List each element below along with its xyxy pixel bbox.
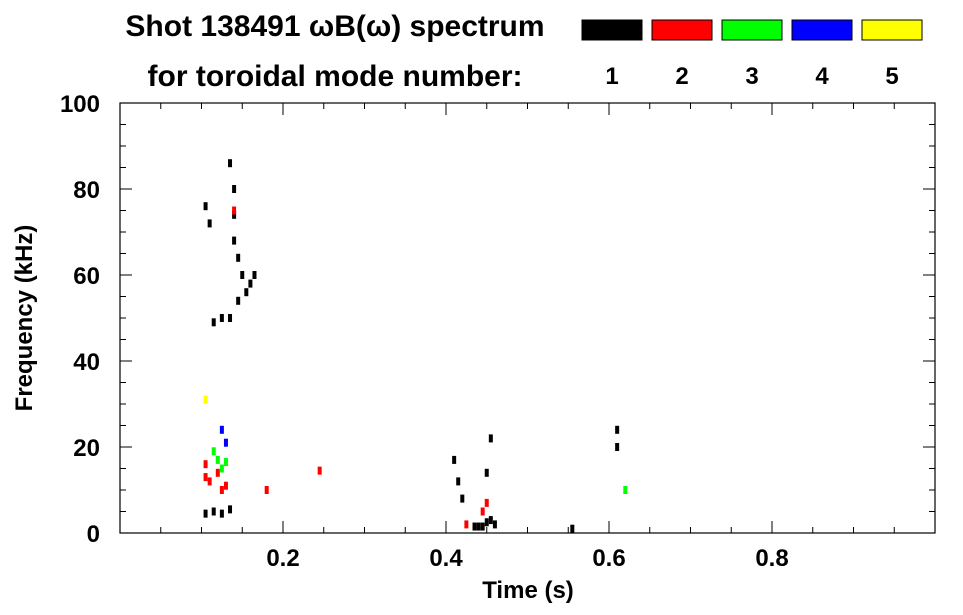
mode-1-point-19	[452, 455, 457, 464]
mode-1-point-24	[480, 522, 485, 531]
y-tick-label: 40	[73, 349, 100, 376]
mode-2-point-2	[207, 477, 212, 486]
legend-label-mode-5: 5	[885, 63, 898, 90]
legend-swatch-mode-3	[721, 19, 783, 41]
mode-1-point-13	[248, 279, 253, 288]
mode-2-point-11	[484, 498, 489, 507]
mode-1-point-14	[252, 271, 257, 279]
chart-title-line2: for toroidal mode number:	[148, 60, 523, 93]
mode-1-point-28	[488, 434, 493, 443]
legend-swatch-mode-1	[581, 19, 643, 41]
plot-data-layer	[203, 159, 628, 533]
mode-1-point-4	[232, 210, 237, 219]
mode-3-point-0	[211, 447, 216, 456]
mode-2-point-10	[480, 507, 485, 516]
x-tick-label: 0.4	[429, 545, 463, 572]
mode-1-point-26	[488, 516, 493, 525]
mode-1-point-27	[492, 520, 497, 529]
y-tick-label: 80	[73, 177, 100, 204]
mode-1-point-25	[484, 518, 489, 527]
mode-1-point-3	[232, 185, 237, 193]
mode-2-point-5	[223, 481, 228, 490]
x-axis-label: Time (s)	[482, 577, 574, 604]
mode-1-point-20	[456, 477, 461, 486]
mode-1-point-11	[219, 314, 224, 322]
legend-swatch-mode-2	[651, 19, 713, 41]
mode-2-point-0	[203, 473, 208, 482]
y-tick-labels: 0 20 40 60 80 100	[60, 91, 100, 548]
legend-label-mode-1: 1	[605, 63, 618, 90]
mode-2-point-8	[317, 466, 322, 475]
legend: 1 2 3 4 5	[581, 19, 923, 90]
mode-1-point-21	[460, 494, 465, 503]
mode-1-point-31	[615, 425, 620, 434]
mode-1-point-1	[207, 219, 212, 228]
mode-1-point-12	[211, 318, 216, 327]
mode-5-point-0	[203, 395, 208, 404]
y-tick-label: 100	[60, 91, 100, 118]
mode-1-point-30	[570, 524, 575, 533]
mode-3-point-3	[223, 458, 228, 467]
y-tick-label: 0	[87, 521, 100, 548]
y-tick-label: 60	[73, 263, 100, 290]
mode-3-point-2	[219, 464, 224, 473]
mode-2-point-4	[219, 486, 224, 494]
mode-3-point-4	[623, 486, 628, 494]
mode-1-point-17	[219, 509, 224, 518]
chart-title-line1: Shot 138491 ωB(ω) spectrum	[125, 10, 544, 43]
mode-1-point-2	[228, 159, 233, 168]
legend-swatch-mode-5	[861, 19, 923, 41]
mode-1-point-18	[228, 505, 233, 514]
legend-label-mode-3: 3	[745, 63, 758, 90]
x-tick-label: 0.6	[592, 545, 625, 572]
mode-1-point-16	[211, 507, 216, 516]
mode-1-point-7	[240, 271, 245, 279]
mode-2-point-6	[232, 206, 237, 215]
y-tick-label: 20	[73, 435, 100, 462]
mode-4-point-1	[223, 438, 228, 447]
legend-label-mode-2: 2	[675, 63, 688, 90]
legend-swatch-mode-4	[791, 19, 853, 41]
mode-1-point-9	[236, 296, 241, 305]
mode-1-point-0	[203, 202, 208, 211]
mode-4-point-0	[219, 425, 224, 434]
mode-2-point-3	[215, 468, 220, 477]
mode-1-point-8	[244, 288, 249, 297]
mode-1-point-29	[484, 468, 489, 477]
x-tick-labels: 0.2 0.4 0.6 0.8	[266, 545, 788, 572]
x-tick-label: 0.8	[755, 545, 788, 572]
mode-1-point-22	[472, 522, 477, 531]
mode-1-point-6	[236, 253, 241, 262]
axis-ticks	[120, 102, 935, 534]
plot-frame	[119, 102, 936, 534]
x-tick-label: 0.2	[266, 545, 299, 572]
legend-label-mode-4: 4	[815, 63, 829, 90]
mode-1-point-23	[476, 522, 481, 531]
mode-1-point-32	[615, 443, 620, 451]
mode-1-point-5	[232, 236, 237, 245]
y-axis-label: Frequency (kHz)	[11, 225, 38, 412]
mode-1-point-15	[203, 509, 208, 518]
mode-2-point-7	[264, 486, 269, 494]
mode-2-point-9	[464, 520, 469, 529]
mode-1-point-10	[228, 314, 233, 322]
mode-2-point-1	[203, 460, 208, 469]
mode-3-point-1	[215, 455, 220, 464]
